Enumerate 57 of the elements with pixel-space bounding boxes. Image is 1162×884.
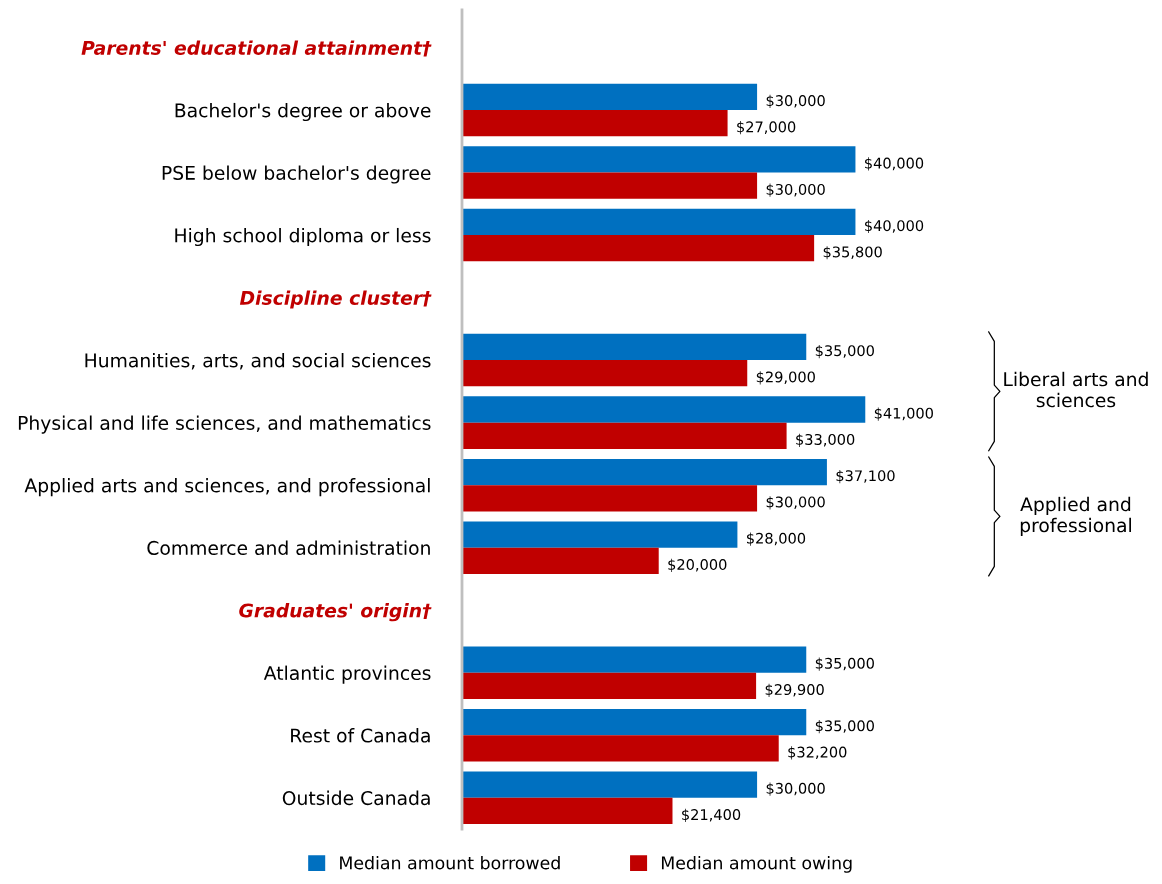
data-label: $35,000 bbox=[815, 720, 874, 734]
y-tick-label: Bachelor's degree or above bbox=[175, 102, 431, 122]
y-tick-label: Graduates' origin† bbox=[239, 603, 432, 622]
y-tick-label: Humanities, arts, and social sciences bbox=[85, 352, 431, 370]
y-tick-label: PSE below bachelor's degree bbox=[162, 165, 431, 184]
data-label: $40,000 bbox=[865, 219, 924, 234]
data-label: $35,000 bbox=[815, 657, 874, 671]
data-label: $32,200 bbox=[788, 746, 847, 760]
y-tick-label: Atlantic provinces bbox=[263, 665, 431, 684]
y-tick-label: Parents' educational attainment† bbox=[81, 40, 432, 57]
data-label: $30,000 bbox=[766, 782, 825, 796]
bar bbox=[462, 771, 758, 798]
bar bbox=[462, 547, 659, 574]
data-label: $35,800 bbox=[823, 246, 882, 260]
data-label: $37,100 bbox=[836, 469, 895, 484]
bar bbox=[462, 110, 728, 137]
y-tick-label: Discipline cluster† bbox=[239, 290, 432, 309]
data-label: $40,000 bbox=[865, 157, 924, 171]
y-tick-label: Physical and life sciences, and mathematics bbox=[18, 415, 431, 434]
data-label: $33,000 bbox=[796, 433, 855, 447]
y-tick-label: Rest of Canada bbox=[291, 728, 430, 743]
y-tick-label: High school diploma or less bbox=[175, 227, 431, 247]
data-label: $30,000 bbox=[766, 496, 825, 510]
bar bbox=[462, 146, 856, 173]
bar bbox=[462, 708, 807, 736]
text: Applied and professional bbox=[1020, 496, 1131, 536]
bar bbox=[462, 235, 815, 262]
legend-label: Median amount owing bbox=[661, 855, 852, 873]
text: Liberal arts and sciences bbox=[1004, 371, 1148, 408]
data-label: $30,000 bbox=[766, 183, 825, 197]
y-tick-label: Commerce and administration bbox=[147, 540, 430, 556]
legend-label: Median amount borrowed bbox=[340, 855, 560, 870]
bar bbox=[462, 360, 748, 387]
bar bbox=[462, 172, 758, 199]
data-label: $35,000 bbox=[815, 344, 874, 359]
y-tick-label: Applied arts and sciences, and professional bbox=[24, 478, 430, 497]
bar bbox=[462, 422, 787, 449]
data-label: $21,400 bbox=[682, 808, 741, 823]
y-tick-label: Outside Canada bbox=[282, 790, 430, 806]
bar bbox=[462, 735, 779, 762]
data-label: $41,000 bbox=[874, 407, 933, 421]
data-label: $29,000 bbox=[756, 371, 815, 385]
bar bbox=[462, 797, 673, 824]
data-label: $20,000 bbox=[668, 558, 727, 572]
bar bbox=[462, 83, 758, 111]
data-label: $30,000 bbox=[766, 94, 825, 109]
data-label: $29,900 bbox=[765, 683, 824, 697]
bar bbox=[462, 396, 866, 423]
data-label: $28,000 bbox=[746, 532, 806, 546]
data-label: $27,000 bbox=[737, 121, 796, 135]
bar bbox=[462, 646, 807, 673]
bar bbox=[462, 672, 757, 699]
bar bbox=[462, 485, 758, 512]
bar bbox=[462, 458, 827, 486]
bar bbox=[462, 521, 738, 548]
bar bbox=[462, 208, 856, 236]
bar bbox=[462, 333, 807, 361]
